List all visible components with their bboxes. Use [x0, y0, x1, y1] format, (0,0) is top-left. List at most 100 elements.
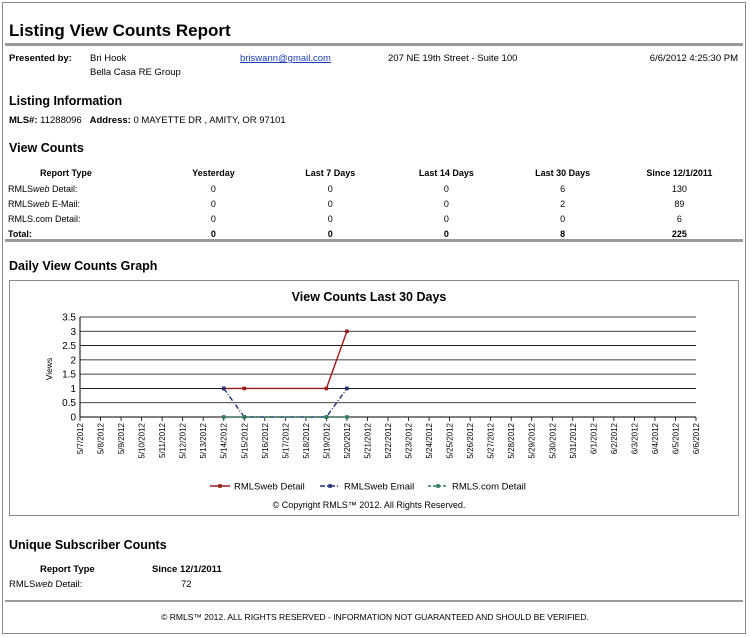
legend-marker — [218, 484, 222, 488]
total-label: Total: — [8, 228, 32, 239]
report-type-cell: RMLS.com Detail: — [8, 213, 81, 224]
presented-by-label: Presented by: — [9, 53, 72, 64]
x-tick-label: 5/11/2012 — [158, 422, 167, 458]
legend-marker — [328, 484, 332, 488]
table-cell: 0 — [560, 213, 566, 224]
legend-label: RMLSweb Detail — [234, 482, 305, 493]
x-tick-label: 5/10/2012 — [138, 422, 147, 458]
agent-address: 207 NE 19th Street - Suite 100 — [388, 53, 518, 64]
data-point — [345, 415, 349, 419]
table-cell: 89 — [674, 198, 685, 209]
y-tick-label: 1.5 — [62, 370, 76, 381]
y-tick-label: 3 — [70, 327, 76, 338]
x-tick-label: 5/29/2012 — [528, 422, 537, 458]
x-tick-label: 5/19/2012 — [322, 422, 331, 458]
table-cell: 0 — [327, 213, 333, 224]
unique-row-type: RMLSweb Detail: — [9, 579, 83, 590]
chart-copyright: © Copyright RMLS™ 2012. All Rights Reser… — [273, 500, 466, 510]
data-point — [242, 386, 247, 391]
x-tick-label: 5/21/2012 — [363, 422, 372, 458]
data-point — [242, 415, 247, 419]
column-header: Last 30 Days — [535, 167, 591, 178]
footer-disclaimer: © RMLS™ 2012. ALL RIGHTS RESERVED - INFO… — [161, 612, 589, 622]
address-value: 0 MAYETTE DR , AMITY, OR 97101 — [133, 115, 286, 126]
total-cell: 0 — [210, 228, 216, 239]
table-row: RMLSweb Detail: 0 0 0 6 130 — [8, 181, 738, 196]
x-tick-label: 6/6/2012 — [692, 422, 701, 454]
legend-label: RMLS.com Detail — [452, 482, 526, 493]
x-tick-label: 5/13/2012 — [199, 422, 208, 458]
unique-col-since: Since 12/1/2011 — [152, 564, 222, 575]
table-row: RMLSweb E-Mail: 0 0 0 2 89 — [8, 196, 738, 211]
table-cell: 0 — [443, 213, 449, 224]
x-tick-label: 6/3/2012 — [630, 422, 639, 454]
address-label: Address: — [89, 115, 131, 126]
x-tick-label: 5/15/2012 — [240, 422, 249, 458]
footer-divider — [5, 600, 743, 602]
column-header: Since 12/1/2011 — [646, 167, 713, 178]
x-tick-label: 5/30/2012 — [548, 422, 557, 458]
x-tick-label: 5/28/2012 — [507, 422, 516, 458]
table-cell: 0 — [443, 183, 449, 194]
total-cell: 225 — [671, 228, 687, 239]
table-cell: 0 — [210, 198, 216, 209]
y-tick-label: 0.5 — [62, 398, 76, 409]
total-row: Total: 0 0 0 8 225 — [8, 226, 738, 241]
y-tick-label: 1 — [70, 384, 76, 395]
report-type-cell: RMLSweb E-Mail: — [8, 198, 81, 209]
series-line — [223, 388, 348, 418]
data-point — [221, 415, 226, 419]
total-cell: 0 — [327, 228, 333, 239]
x-tick-label: 5/31/2012 — [569, 422, 578, 458]
y-tick-label: 3.5 — [62, 313, 76, 324]
y-tick-label: 2 — [70, 355, 76, 366]
x-tick-label: 5/26/2012 — [466, 422, 475, 458]
table-cell: 0 — [210, 183, 216, 194]
agent-name: Bri Hook — [90, 53, 127, 64]
table-cell: 0 — [327, 183, 333, 194]
x-tick-label: 5/27/2012 — [487, 422, 496, 458]
data-point — [345, 386, 349, 391]
table-divider — [5, 239, 743, 242]
x-tick-label: 5/18/2012 — [302, 422, 311, 458]
agent-company: Bella Casa RE Group — [90, 67, 181, 78]
x-tick-label: 5/16/2012 — [261, 422, 270, 458]
report-type-cell: RMLSweb Detail: — [8, 183, 78, 194]
x-tick-label: 6/1/2012 — [589, 422, 598, 454]
x-tick-label: 6/2/2012 — [610, 422, 619, 454]
x-tick-label: 6/5/2012 — [671, 422, 680, 454]
x-tick-label: 5/17/2012 — [281, 422, 290, 458]
table-cell: 6 — [676, 213, 682, 224]
data-point — [324, 386, 329, 391]
unique-row-value: 72 — [181, 579, 192, 590]
y-tick-label: 0 — [70, 413, 76, 424]
legend-label: RMLSweb Email — [344, 482, 414, 493]
column-header: Report Type — [40, 167, 92, 178]
listing-info-heading: Listing Information — [9, 94, 123, 108]
x-tick-label: 5/7/2012 — [76, 422, 85, 454]
mls-label: MLS#: — [9, 115, 38, 126]
data-point — [221, 386, 226, 391]
x-tick-label: 5/9/2012 — [117, 422, 126, 454]
view-counts-table: Report Type Yesterday Last 7 Days Last 1… — [8, 164, 738, 241]
agent-email-link[interactable]: briswann@gmail.com — [240, 53, 331, 64]
x-tick-label: 5/20/2012 — [343, 422, 352, 458]
x-tick-label: 5/23/2012 — [405, 422, 414, 458]
x-tick-label: 5/24/2012 — [425, 422, 434, 458]
table-cell: 130 — [671, 183, 687, 194]
x-tick-label: 5/12/2012 — [179, 422, 188, 458]
data-point — [324, 415, 329, 419]
listing-info-line: MLS#: 11288096 Address: 0 MAYETTE DR , A… — [9, 115, 286, 126]
graph-heading: Daily View Counts Graph — [9, 259, 158, 273]
total-cell: 8 — [560, 228, 566, 239]
table-cell: 0 — [327, 198, 333, 209]
column-header: Last 14 Days — [418, 167, 474, 178]
report-datetime: 6/6/2012 4:25:30 PM — [649, 53, 738, 64]
data-point — [345, 329, 349, 334]
chart-title: View Counts Last 30 Days — [292, 290, 447, 304]
unique-subscribers-heading: Unique Subscriber Counts — [9, 538, 167, 552]
mls-value: 11288096 — [40, 115, 82, 126]
column-header: Last 7 Days — [305, 167, 356, 178]
total-cell: 0 — [443, 228, 449, 239]
